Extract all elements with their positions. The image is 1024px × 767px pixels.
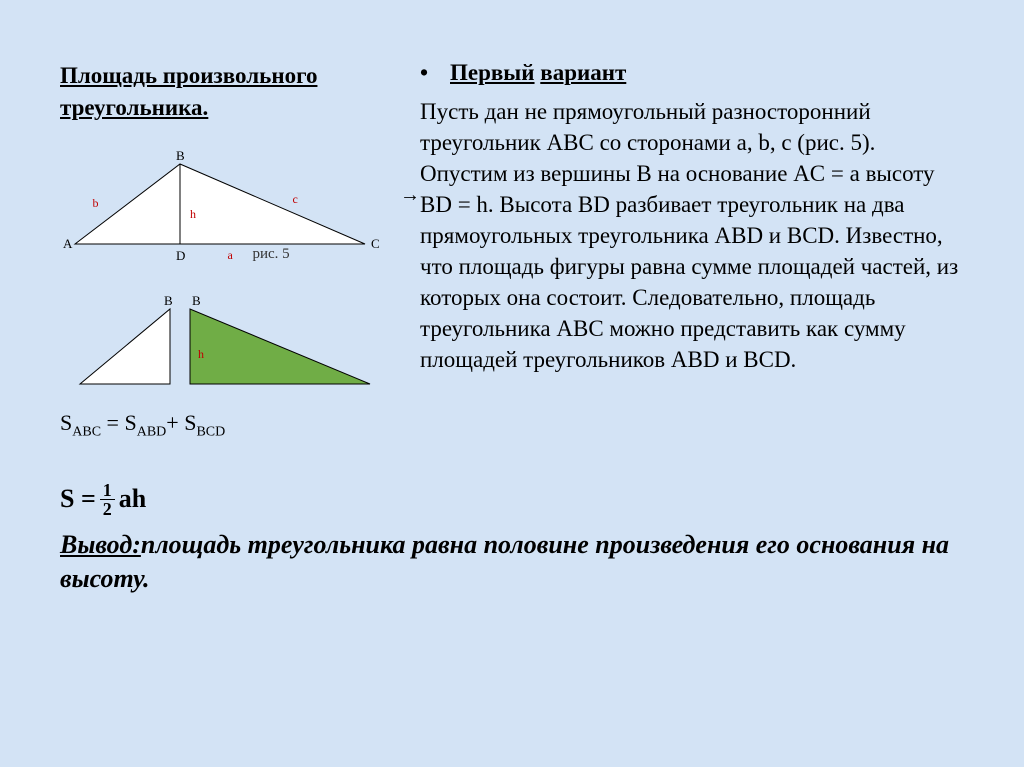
bullet-text: Первый вариант: [450, 60, 626, 86]
bullet-icon: •: [420, 60, 450, 86]
two-column-layout: Площадь произвольного треугольника. A B …: [60, 60, 964, 441]
figure-1: A B C D b c h a рис. 5 →: [60, 154, 400, 284]
side-label-c: c: [293, 192, 298, 207]
left-column: Площадь произвольного треугольника. A B …: [60, 60, 400, 441]
slide: Площадь произвольного треугольника. A B …: [0, 0, 1024, 767]
sym-eq: =: [107, 410, 125, 435]
sym-plus: +: [166, 410, 184, 435]
section-title: Площадь произвольного треугольника.: [60, 60, 400, 124]
vertex-label-b: B: [176, 148, 185, 164]
figure-2: B B h: [60, 294, 400, 404]
body-paragraph: Пусть дан не прямоугольный разносторонни…: [420, 96, 964, 375]
triangle-abc: [75, 164, 365, 244]
vertex-label-d: D: [176, 248, 185, 264]
side-label-a: a: [228, 248, 233, 263]
vertex-label-b-right: B: [192, 293, 201, 309]
triangle-bcd: [190, 309, 370, 384]
height-label-h: h: [190, 207, 196, 222]
fraction-num: 1: [100, 481, 115, 500]
vertex-label-b-left: B: [164, 293, 173, 309]
sub-bcd: BCD: [196, 425, 225, 440]
sub-abd: ABD: [137, 425, 167, 440]
sym-s2: S: [124, 410, 136, 435]
sym-s1: S: [60, 410, 72, 435]
conclusion: Вывод:площадь треугольника равна половин…: [60, 528, 964, 596]
fraction-den: 2: [100, 500, 115, 518]
formula-lhs: S =: [60, 484, 96, 514]
split-triangles-svg: [60, 294, 380, 394]
triangle-abc-svg: [60, 154, 380, 259]
figure-caption: рис. 5: [253, 246, 290, 263]
fraction-half: 1 2: [100, 481, 115, 518]
bullet-heading: • Первый вариант: [420, 60, 964, 86]
formula-area-sum: SABC = SABD+ SBCD: [60, 410, 400, 440]
conclusion-lead: Вывод:: [60, 530, 141, 559]
bullet-word2: вариант: [540, 60, 626, 85]
conclusion-text: площадь треугольника равна половине прои…: [60, 530, 949, 593]
right-column: • Первый вариант Пусть дан не прямоуголь…: [420, 60, 964, 441]
sub-abc: ABC: [72, 425, 101, 440]
sym-s3: S: [184, 410, 196, 435]
triangle-abd: [80, 309, 170, 384]
arrow-right: →: [400, 184, 420, 207]
formula-area-final: S = 1 2 ah: [60, 481, 964, 518]
vertex-label-a: A: [63, 236, 72, 252]
vertex-label-c: C: [371, 236, 380, 252]
height-label-h2: h: [198, 347, 204, 362]
side-label-b: b: [93, 196, 99, 211]
bullet-word1: Первый: [450, 60, 535, 85]
formula-rhs: ah: [119, 484, 146, 514]
